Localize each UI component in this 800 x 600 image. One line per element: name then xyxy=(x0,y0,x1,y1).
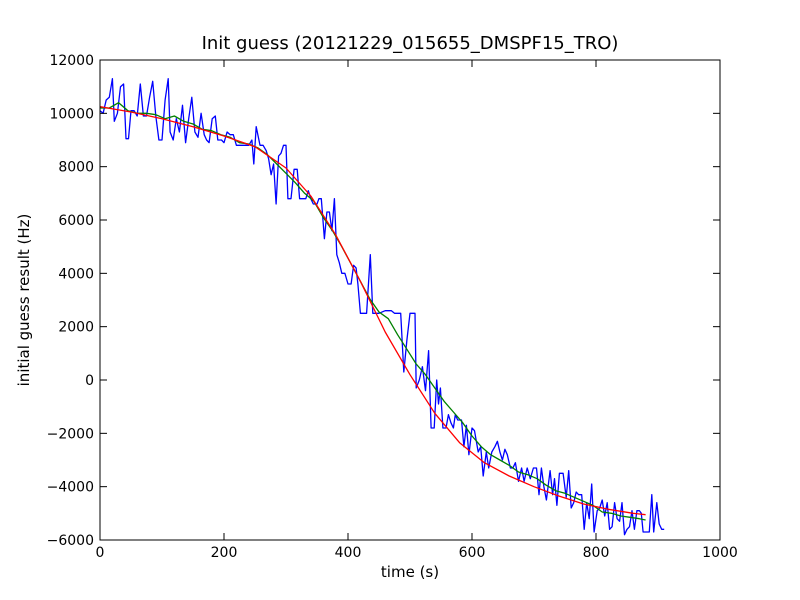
y-tick-label: −2000 xyxy=(47,426,94,442)
x-tick-label: 600 xyxy=(459,545,486,561)
x-axis-label: time (s) xyxy=(381,563,439,581)
y-tick-label: −4000 xyxy=(47,480,94,496)
y-tick-label: −6000 xyxy=(47,533,94,549)
y-tick-label: 6000 xyxy=(58,213,94,229)
x-tick-label: 0 xyxy=(96,545,105,561)
y-tick-label: 4000 xyxy=(58,266,94,282)
x-axis: 0 200 400 600 800 1000 xyxy=(96,60,738,561)
y-tick-label: 0 xyxy=(85,373,94,389)
chart-title: Init guess (20121229_015655_DMSPF15_TRO) xyxy=(202,33,619,54)
x-tick-label: 800 xyxy=(583,545,610,561)
x-tick-label: 400 xyxy=(335,545,362,561)
series-line-3 xyxy=(100,106,646,516)
y-tick-label: 12000 xyxy=(49,53,94,69)
series-layer xyxy=(100,78,665,536)
y-tick-label: 10000 xyxy=(49,106,94,122)
series-line-2 xyxy=(100,102,646,521)
plot-frame xyxy=(99,59,721,541)
y-tick-label: 8000 xyxy=(58,160,94,176)
y-axis: −6000 −4000 −2000 0 2000 4000 6000 8000 10000 120… xyxy=(47,53,720,549)
x-tick-label: 1000 xyxy=(702,545,738,561)
y-tick-label: 2000 xyxy=(58,320,94,336)
x-tick-label: 200 xyxy=(211,545,238,561)
y-axis-label: initial guess result (Hz) xyxy=(15,214,33,387)
